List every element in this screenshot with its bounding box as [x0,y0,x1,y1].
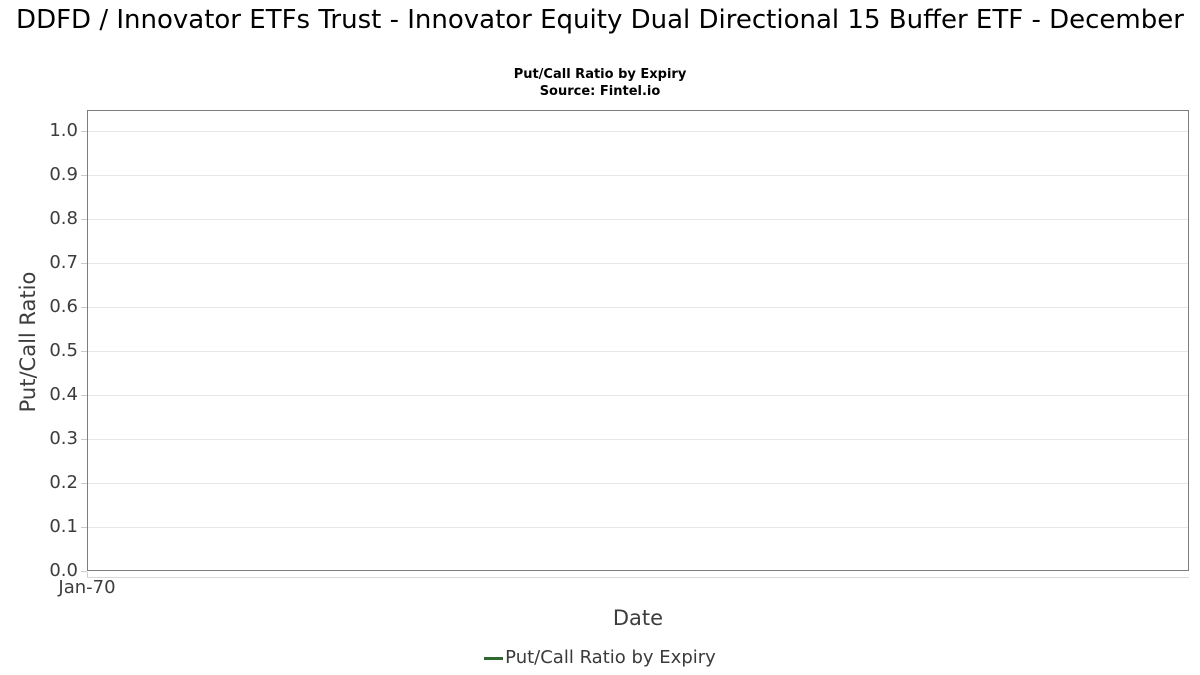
y-tick-label: 0.1 [49,516,78,537]
y-axis-tick [81,527,87,528]
y-axis-tick [81,395,87,396]
chart-title: DDFD / Innovator ETFs Trust - Innovator … [16,5,1184,35]
plot-area [87,110,1189,571]
y-tick-label: 1.0 [49,120,78,141]
x-axis-title: Date [612,606,664,630]
y-axis-tick [81,219,87,220]
legend-item[interactable]: Put/Call Ratio by Expiry [484,646,716,670]
y-axis-tick [81,307,87,308]
y-tick-label: 0.8 [49,208,78,229]
y-tick-label: 0.3 [49,428,78,449]
y-axis-tick [81,131,87,132]
gridline [88,131,1188,132]
y-tick-label: 0.5 [49,340,78,361]
gridline [88,439,1188,440]
legend-label: Put/Call Ratio by Expiry [505,647,716,668]
gridline [88,351,1188,352]
y-axis-tick [81,439,87,440]
y-axis-tick [81,483,87,484]
y-tick-label: 0.2 [49,472,78,493]
gridline [88,527,1188,528]
chart-subtitle: Put/Call Ratio by Expiry [513,67,687,82]
x-axis-tick [87,572,88,578]
gridline [88,219,1188,220]
gridline [88,307,1188,308]
y-axis-title: Put/Call Ratio [16,271,40,413]
gridline [88,395,1188,396]
y-axis-tick [81,175,87,176]
gridline [88,483,1188,484]
y-axis-tick [81,571,87,572]
y-tick-label: 0.9 [49,164,78,185]
y-tick-label: 0.0 [49,560,78,581]
legend-line-marker-icon [484,656,504,660]
chart-source: Source: Fintel.io [539,84,661,99]
gridline [88,263,1188,264]
y-tick-label: 0.4 [49,384,78,405]
y-tick-label: 0.7 [49,252,78,273]
y-axis-tick [81,351,87,352]
legend: Put/Call Ratio by Expiry [0,646,1200,670]
x-tick-label: Jan-70 [58,577,116,598]
y-tick-label: 0.6 [49,296,78,317]
y-axis-tick [81,263,87,264]
gridline [88,175,1188,176]
x-axis-line [87,577,1189,578]
